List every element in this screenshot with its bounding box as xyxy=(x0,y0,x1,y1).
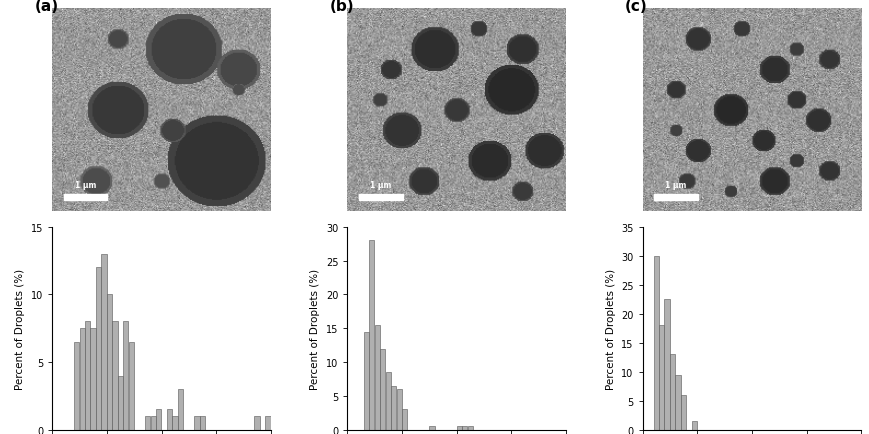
Bar xyxy=(468,426,473,430)
Bar xyxy=(680,395,686,430)
Bar xyxy=(63,194,107,201)
Bar xyxy=(107,295,112,430)
Bar xyxy=(429,426,434,430)
Bar xyxy=(90,329,96,430)
Text: 1 μm: 1 μm xyxy=(369,181,391,189)
Bar xyxy=(102,254,107,430)
Y-axis label: Percent of Droplets (%): Percent of Droplets (%) xyxy=(605,268,615,389)
Bar xyxy=(653,256,658,430)
Bar xyxy=(669,355,674,430)
Bar xyxy=(200,416,205,430)
Bar xyxy=(456,426,461,430)
Bar xyxy=(123,322,129,430)
Bar xyxy=(385,372,390,430)
Bar xyxy=(79,329,84,430)
Bar xyxy=(691,421,696,430)
Bar xyxy=(265,416,270,430)
Bar xyxy=(150,416,156,430)
Bar xyxy=(145,416,150,430)
Bar xyxy=(96,268,101,430)
Bar xyxy=(368,241,374,430)
Bar xyxy=(674,375,680,430)
Text: (b): (b) xyxy=(329,0,355,13)
Bar xyxy=(380,349,385,430)
Bar xyxy=(401,409,407,430)
Y-axis label: Percent of Droplets (%): Percent of Droplets (%) xyxy=(310,268,320,389)
Bar xyxy=(254,416,259,430)
Bar xyxy=(461,426,467,430)
Y-axis label: Percent of Droplets (%): Percent of Droplets (%) xyxy=(16,268,25,389)
Bar xyxy=(194,416,199,430)
Text: (a): (a) xyxy=(35,0,59,13)
Bar xyxy=(172,416,177,430)
Text: (c): (c) xyxy=(625,0,647,13)
Bar xyxy=(129,342,134,430)
Bar xyxy=(391,386,396,430)
Bar xyxy=(396,389,401,430)
Bar xyxy=(359,194,402,201)
Bar xyxy=(375,325,380,430)
Text: 1 μm: 1 μm xyxy=(75,181,96,189)
Bar xyxy=(659,326,663,430)
Bar xyxy=(85,322,90,430)
Bar xyxy=(653,194,697,201)
Bar xyxy=(167,409,172,430)
Bar xyxy=(74,342,79,430)
Bar xyxy=(156,409,161,430)
Text: 1 μm: 1 μm xyxy=(665,181,686,189)
Bar xyxy=(363,332,368,430)
Bar xyxy=(112,322,117,430)
Bar xyxy=(178,389,182,430)
Bar xyxy=(117,376,123,430)
Bar xyxy=(664,299,669,430)
